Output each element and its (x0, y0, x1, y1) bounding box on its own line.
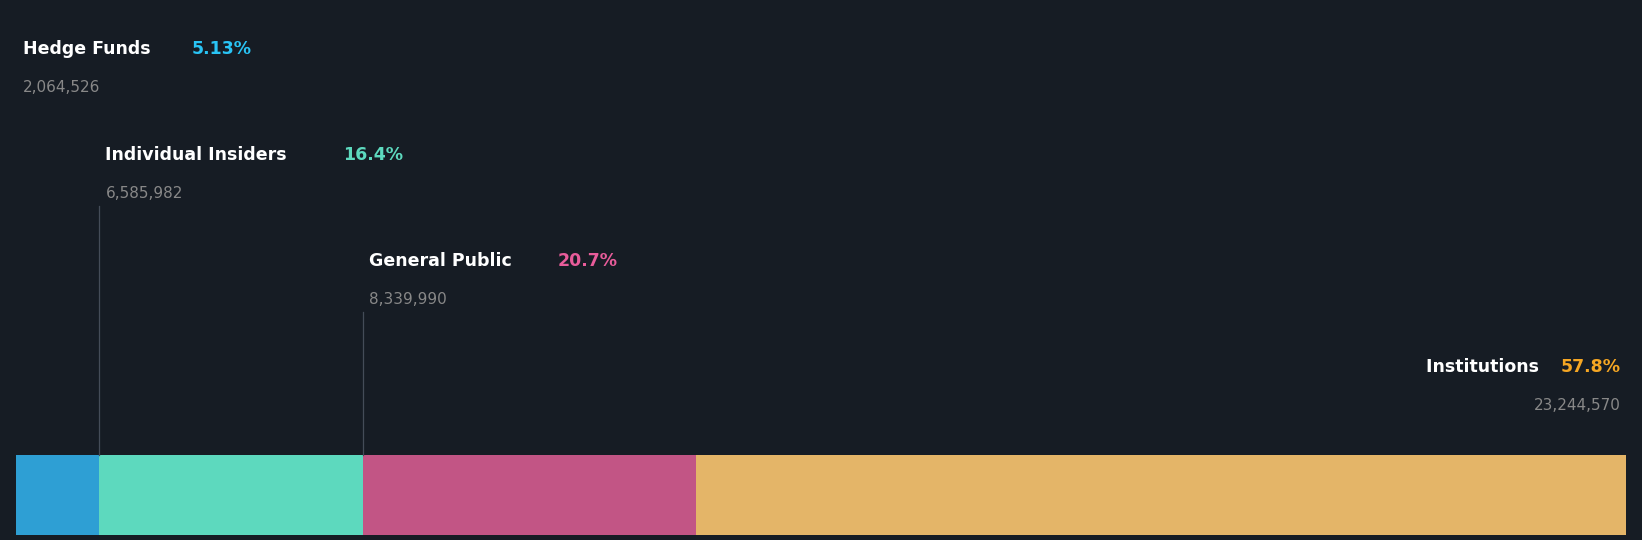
Text: Institutions: Institutions (1425, 358, 1545, 376)
Bar (16, 455, 99, 535)
Text: 16.4%: 16.4% (343, 146, 402, 164)
Text: 6,585,982: 6,585,982 (105, 186, 182, 201)
Text: 23,244,570: 23,244,570 (1534, 398, 1621, 413)
Text: 8,339,990: 8,339,990 (369, 292, 447, 307)
Bar (363, 455, 696, 535)
Bar (696, 455, 1626, 535)
Text: Individual Insiders: Individual Insiders (105, 146, 292, 164)
Text: Hedge Funds: Hedge Funds (23, 40, 156, 58)
Text: 2,064,526: 2,064,526 (23, 80, 100, 96)
Text: General Public: General Public (369, 252, 517, 270)
Text: 5.13%: 5.13% (192, 40, 251, 58)
Bar (99, 455, 363, 535)
Text: 20.7%: 20.7% (557, 252, 617, 270)
Text: 57.8%: 57.8% (1562, 358, 1621, 376)
